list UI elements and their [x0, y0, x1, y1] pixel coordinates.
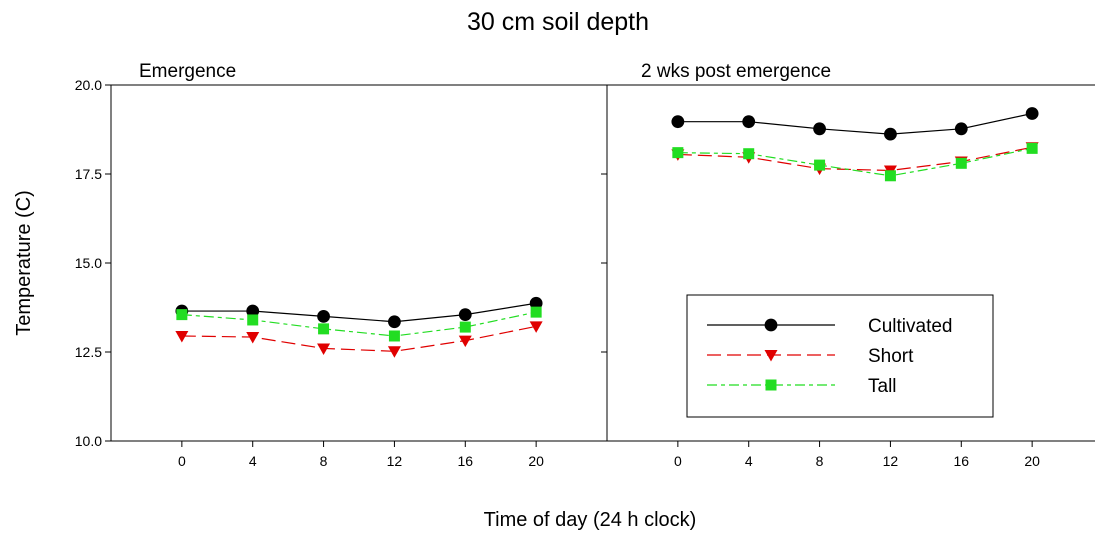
data-point: [955, 157, 967, 169]
y-tick-label: 12.5: [75, 344, 102, 360]
x-tick-label: 4: [745, 453, 753, 469]
data-point: [884, 170, 896, 182]
data-point: [459, 321, 471, 333]
panel-1: Emergence 0 4 8 12 16 20 10.0 12.5 15.0 17.5 20.0: [75, 61, 608, 469]
plot-frame: [110, 84, 608, 442]
y-tick-label: 15.0: [75, 255, 102, 271]
series-line: [181, 325, 537, 352]
series-line: [181, 311, 537, 337]
series-tall: [176, 306, 542, 342]
legend-entry-short: Short: [707, 346, 914, 367]
legend-marker: [764, 318, 778, 332]
x-tick-label: 12: [387, 453, 403, 469]
legend-box: [686, 294, 994, 418]
x-axis-label: Time of day (24 h clock): [484, 509, 697, 531]
series-short: [175, 321, 543, 358]
legend-entry-tall: Tall: [707, 376, 897, 397]
y-axis-label: Temperature (C): [13, 190, 35, 336]
legend-label: Cultivated: [868, 316, 953, 337]
data-point: [813, 122, 826, 136]
data-point: [671, 115, 685, 129]
x-tick-label: 8: [320, 453, 328, 469]
data-point: [246, 332, 260, 344]
data-point: [529, 321, 543, 333]
x-tick-label: 16: [457, 453, 473, 469]
data-point: [530, 306, 542, 318]
x-tick-label: 16: [953, 453, 969, 469]
data-point: [1025, 107, 1039, 120]
legend-marker: [764, 350, 778, 362]
panel-2: 2 wks post emergence 0 4 8 12 16 20: [601, 61, 1095, 469]
data-point: [388, 315, 401, 329]
series-line: [677, 112, 1033, 135]
data-point: [742, 115, 756, 129]
x-tick-label: 20: [1024, 453, 1040, 469]
panels-group: Emergence 0 4 8 12 16 20 10.0 12.5 15.0 17.5 20.0 2 …: [75, 61, 1095, 469]
data-point: [388, 330, 400, 342]
data-point: [743, 148, 755, 160]
series-cultivated: [671, 107, 1039, 141]
data-point: [247, 314, 259, 326]
data-point: [814, 159, 826, 171]
series-cultivated: [175, 296, 543, 329]
panel-title: Emergence: [139, 61, 236, 82]
data-point: [458, 308, 472, 322]
data-point: [1026, 142, 1038, 154]
data-point: [387, 346, 401, 358]
x-tick-label: 12: [883, 453, 899, 469]
data-point: [317, 343, 331, 355]
data-point: [884, 127, 897, 141]
x-tick-label: 8: [816, 453, 824, 469]
y-tick-label: 17.5: [75, 166, 102, 182]
data-point: [175, 330, 189, 343]
panel-title: 2 wks post emergence: [641, 61, 831, 82]
series-line: [677, 147, 1033, 177]
y-tick-label: 10.0: [75, 433, 102, 449]
data-point: [954, 122, 968, 136]
data-point: [317, 309, 330, 323]
x-tick-label: 0: [178, 453, 186, 469]
data-point: [318, 323, 330, 335]
data-point: [672, 147, 684, 159]
series-line: [181, 302, 537, 323]
y-tick-label: 20.0: [75, 77, 102, 93]
x-tick-label: 0: [674, 453, 682, 469]
figure-title: 30 cm soil depth: [467, 8, 649, 36]
data-point: [176, 309, 188, 321]
legend-entry-cultivated: Cultivated: [707, 316, 953, 337]
x-tick-label: 4: [249, 453, 257, 469]
legend-label: Short: [868, 346, 914, 367]
legend-marker: [765, 379, 777, 391]
series-line: [677, 146, 1033, 172]
series-short: [671, 142, 1039, 177]
x-tick-label: 20: [528, 453, 544, 469]
data-point: [458, 335, 472, 348]
series-tall: [672, 142, 1038, 182]
legend-label: Tall: [868, 376, 897, 397]
legend: Cultivated Short Tall: [686, 294, 994, 418]
